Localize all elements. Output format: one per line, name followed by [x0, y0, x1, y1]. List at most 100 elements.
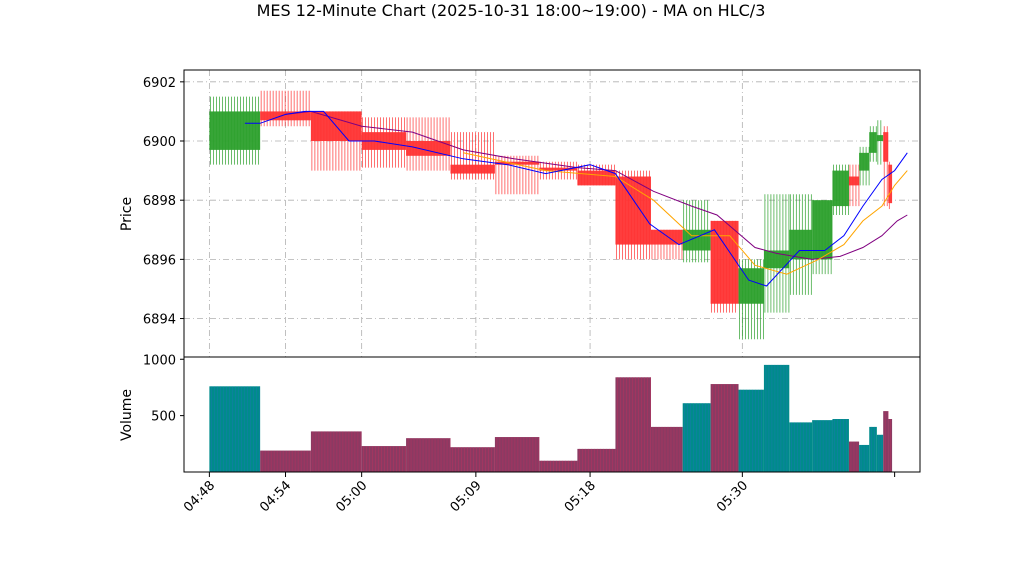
price-axis-label: Price: [119, 197, 135, 231]
volume-bar: [888, 419, 893, 472]
candle: [650, 229, 683, 260]
volume-tick-label: 500: [151, 410, 176, 425]
candle: [361, 117, 407, 168]
volume-bar: [650, 426, 683, 472]
candle-body: [209, 111, 261, 150]
ma-slow-line: [285, 110, 908, 260]
candle-body: [883, 132, 889, 162]
x-tick-label: 04:48: [181, 478, 218, 515]
price-tick-label: 6896: [143, 253, 176, 268]
candle: [832, 164, 849, 215]
x-tick-label: 04:54: [257, 478, 294, 515]
volume-bar-fill: [260, 450, 311, 472]
volume-bar: [763, 364, 790, 472]
volume-bar: [859, 444, 870, 472]
volume-bar-fill: [209, 386, 261, 472]
volume-bar: [577, 448, 616, 472]
candle: [848, 164, 860, 207]
x-axis: 04:48 04:54 05:00 05:09 05:18 05:30: [181, 472, 896, 515]
candle-body: [888, 164, 893, 204]
candle: [883, 126, 889, 207]
candle: [789, 194, 813, 295]
volume-bar: [832, 419, 849, 472]
volume-bar: [883, 411, 889, 472]
volume-bar: [310, 431, 362, 472]
volume-bar-fill: [615, 377, 651, 472]
candle-body: [406, 141, 451, 156]
x-tick-label: 05:09: [448, 478, 485, 515]
x-tick-label: 05:30: [714, 478, 751, 515]
candle: [738, 259, 764, 340]
volume-frame: [183, 356, 921, 473]
volume-bar: [209, 386, 261, 472]
volume-bar: [876, 434, 884, 472]
volume-panel: 500 1000: [143, 353, 921, 473]
volume-bar: [615, 377, 651, 472]
volume-bar: [710, 384, 739, 472]
volume-bar-fill: [869, 426, 877, 472]
price-tick-label: 6900: [143, 135, 176, 150]
candle: [260, 90, 311, 127]
price-tick-label: 6894: [143, 313, 176, 328]
volume-bar-fill: [738, 389, 764, 472]
candle: [209, 96, 261, 165]
candle-body: [789, 229, 813, 260]
volume-bar: [361, 446, 407, 472]
candle: [876, 120, 884, 165]
candle-body: [848, 176, 860, 186]
candle-body: [832, 170, 849, 207]
volume-bar: [450, 447, 495, 472]
volume-bar-fill: [494, 437, 540, 472]
candle-body: [710, 220, 739, 304]
candle: [763, 194, 790, 313]
price-tick-label: 6902: [143, 76, 176, 91]
candle: [450, 132, 495, 180]
volume-bar-fill: [876, 434, 884, 472]
x-tick-label: 05:00: [333, 478, 370, 515]
volume-bar: [789, 422, 813, 472]
candle-body: [494, 161, 540, 165]
volume-bar: [539, 460, 578, 472]
volume-tick-label: 1000: [143, 353, 176, 368]
candle-body: [450, 164, 495, 174]
candle: [888, 161, 893, 210]
candle-body: [361, 132, 407, 150]
candle-body: [260, 111, 311, 121]
candle-body: [869, 132, 877, 153]
volume-bar: [682, 403, 711, 472]
candle-body: [876, 135, 884, 142]
volume-bar-fill: [789, 422, 813, 472]
candle-body: [738, 268, 764, 304]
volume-bar: [406, 438, 451, 472]
volume-bar-fill: [361, 446, 407, 472]
volume-bar-fill: [763, 364, 790, 472]
volume-bar: [812, 420, 833, 472]
volume-bar: [738, 389, 764, 472]
candle: [494, 155, 540, 195]
x-tick-label: 05:18: [562, 478, 599, 515]
volume-bar: [848, 441, 860, 472]
volume-bar: [869, 426, 877, 472]
volume-bar: [494, 437, 540, 472]
volume-bar-fill: [450, 447, 495, 472]
candle: [812, 200, 833, 275]
volume-bar-fill: [577, 448, 616, 472]
candle: [710, 220, 739, 313]
volume-bar: [260, 450, 311, 472]
candle-body: [859, 152, 870, 171]
volume-bar-fill: [539, 460, 578, 472]
candle-body: [577, 170, 616, 186]
candle: [615, 170, 651, 260]
ma-mid-line: [463, 152, 908, 275]
candle: [869, 126, 877, 162]
price-tick-label: 6898: [143, 194, 176, 209]
volume-bar-fill: [406, 438, 451, 472]
volume-axis-label: Volume: [119, 389, 135, 441]
price-panel: 6894 6896 6898 6900 6902: [143, 69, 921, 358]
chart-title: MES 12-Minute Chart (2025-10-31 18:00~19…: [256, 1, 766, 20]
candle-body: [682, 229, 711, 251]
candle: [859, 146, 870, 186]
candle: [406, 117, 451, 171]
candle-body: [812, 200, 833, 260]
